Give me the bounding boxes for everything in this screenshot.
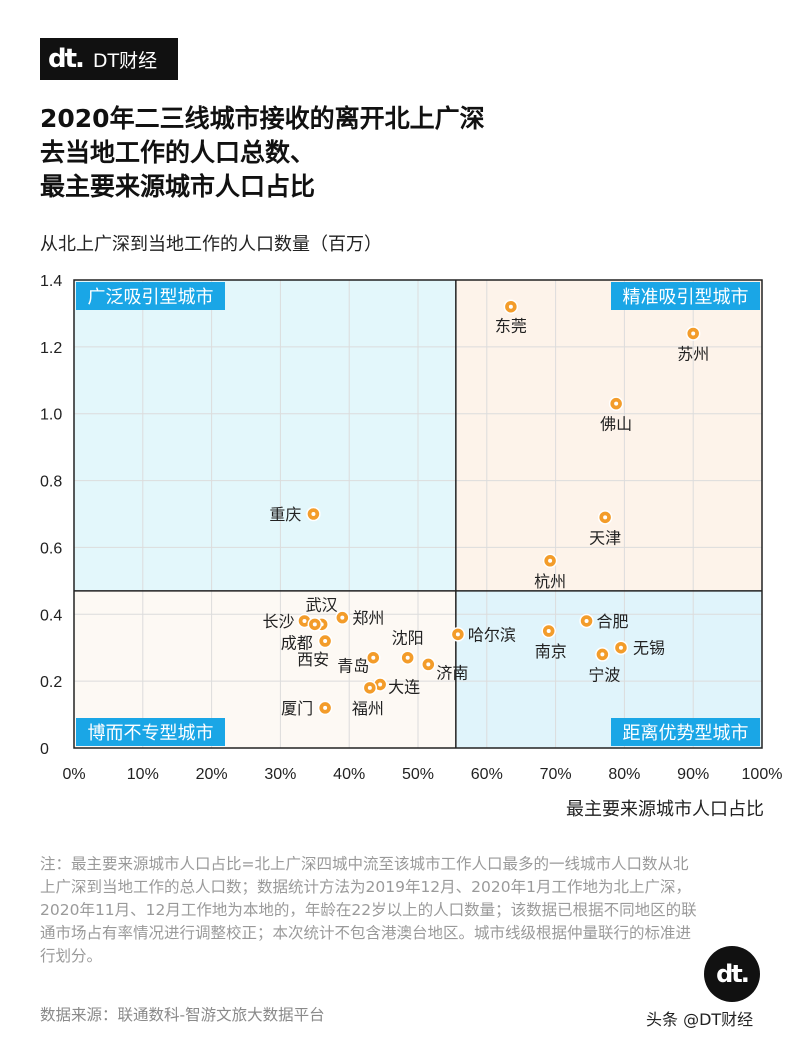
quadrant-label-bottom-left-box — [76, 718, 225, 746]
point-label: 沈阳 — [392, 629, 424, 648]
point-center — [367, 685, 372, 690]
point-center — [603, 515, 608, 520]
point-center — [323, 639, 328, 644]
x-tick-label: 90% — [677, 766, 709, 783]
point-label: 武汉 — [306, 595, 338, 614]
point-label: 西安 — [297, 650, 329, 669]
point-center — [546, 629, 551, 633]
quadrant-label-top-right-box — [611, 282, 760, 310]
chart-note: 注：最主要来源城市人口占比=北上广深四城中流至该城市工作人口最多的一线城市人口数… — [40, 855, 697, 965]
quadrant-label-bottom-left: 博而不专型城市 — [88, 723, 214, 744]
point-center — [323, 705, 328, 710]
chart-title: 2020年二三线城市接收的离开北上广深 去当地工作的人口总数、 最主要来源城市人… — [40, 102, 485, 204]
quadrant-label-bottom-right: 距离优势型城市 — [623, 723, 749, 744]
y-tick-label: 1.4 — [40, 273, 62, 290]
title-line-3: 最主要来源城市人口占比 — [40, 172, 316, 201]
y-tick-label: 0.6 — [40, 540, 62, 557]
point-label: 宁波 — [588, 665, 620, 684]
point-center — [426, 662, 431, 667]
quadrant-top-left — [74, 280, 456, 591]
y-tick-label: 0.2 — [40, 674, 62, 691]
x-tick-label: 100% — [742, 766, 783, 783]
y-tick-label: 0.8 — [40, 474, 62, 491]
point-center — [600, 652, 605, 657]
point-center — [311, 512, 316, 516]
dt-badge-icon: dt. — [704, 946, 760, 1002]
x-tick-label: 60% — [471, 766, 503, 783]
point-label: 苏州 — [677, 344, 709, 363]
point-label: 长沙 — [262, 612, 294, 631]
x-tick-label: 0% — [62, 766, 85, 783]
point-label: 无锡 — [633, 639, 665, 658]
point-label: 哈尔滨 — [468, 625, 516, 644]
y-tick-label: 1.0 — [40, 407, 62, 424]
data-source: 数据来源：联通数科-智游文旅大数据平台 — [40, 1006, 325, 1024]
quadrant-label-top-right: 精准吸引型城市 — [623, 287, 749, 308]
x-tick-label: 30% — [264, 766, 296, 783]
point-center — [378, 682, 383, 687]
x-tick-label: 50% — [402, 766, 434, 783]
quadrant-label-top-left-box — [76, 282, 225, 310]
point-label: 佛山 — [600, 415, 632, 434]
point-label: 成都 — [281, 633, 313, 652]
point-center — [455, 632, 460, 637]
point-center — [312, 622, 317, 627]
point-label: 郑州 — [352, 609, 384, 628]
title-line-2: 去当地工作的人口总数、 — [40, 138, 316, 167]
point-label: 青岛 — [337, 657, 369, 676]
quadrant-top-right — [455, 280, 762, 591]
footer-watermark: 头条 @DT财经 — [646, 1010, 754, 1029]
y-tick-label: 0 — [40, 741, 49, 758]
x-tick-label: 20% — [196, 766, 228, 783]
x-tick-label: 70% — [540, 766, 572, 783]
point-label: 厦门 — [281, 699, 313, 718]
point-label: 济南 — [436, 663, 468, 682]
title-line-1: 2020年二三线城市接收的离开北上广深 — [40, 104, 485, 133]
quadrant-label-bottom-right-box — [611, 718, 760, 746]
point-label: 天津 — [589, 528, 621, 547]
point-label: 南京 — [535, 642, 567, 661]
point-center — [371, 655, 376, 660]
point-center — [614, 401, 619, 406]
plot-border — [73, 279, 763, 749]
brand-logo: dt. DT财经 — [40, 38, 178, 80]
x-tick-label: 10% — [127, 766, 159, 783]
x-axis-label: 最主要来源城市人口占比 — [566, 799, 764, 820]
y-axis-label: 从北上广深到当地工作的人口数量（百万） — [40, 234, 382, 255]
x-tick-label: 40% — [333, 766, 365, 783]
point-center — [618, 645, 623, 650]
dt-logo: dt. — [48, 44, 85, 74]
point-label: 杭州 — [534, 572, 566, 591]
point-label: 东莞 — [495, 317, 527, 336]
point-center — [584, 618, 589, 623]
point-label: 重庆 — [269, 505, 301, 524]
point-center — [508, 304, 513, 309]
point-label: 大连 — [388, 677, 420, 696]
point-center — [405, 655, 410, 660]
point-center — [302, 618, 307, 623]
point-label: 福州 — [352, 699, 384, 718]
point-center — [548, 558, 553, 563]
brand-name: DT财经 — [92, 49, 158, 72]
x-tick-label: 80% — [608, 766, 640, 783]
point-center — [340, 615, 345, 620]
y-tick-label: 1.2 — [40, 340, 62, 357]
point-label: 合肥 — [597, 612, 629, 631]
y-tick-label: 0.4 — [40, 607, 62, 624]
point-center — [691, 331, 696, 336]
quadrant-label-top-left: 广泛吸引型城市 — [88, 287, 214, 308]
